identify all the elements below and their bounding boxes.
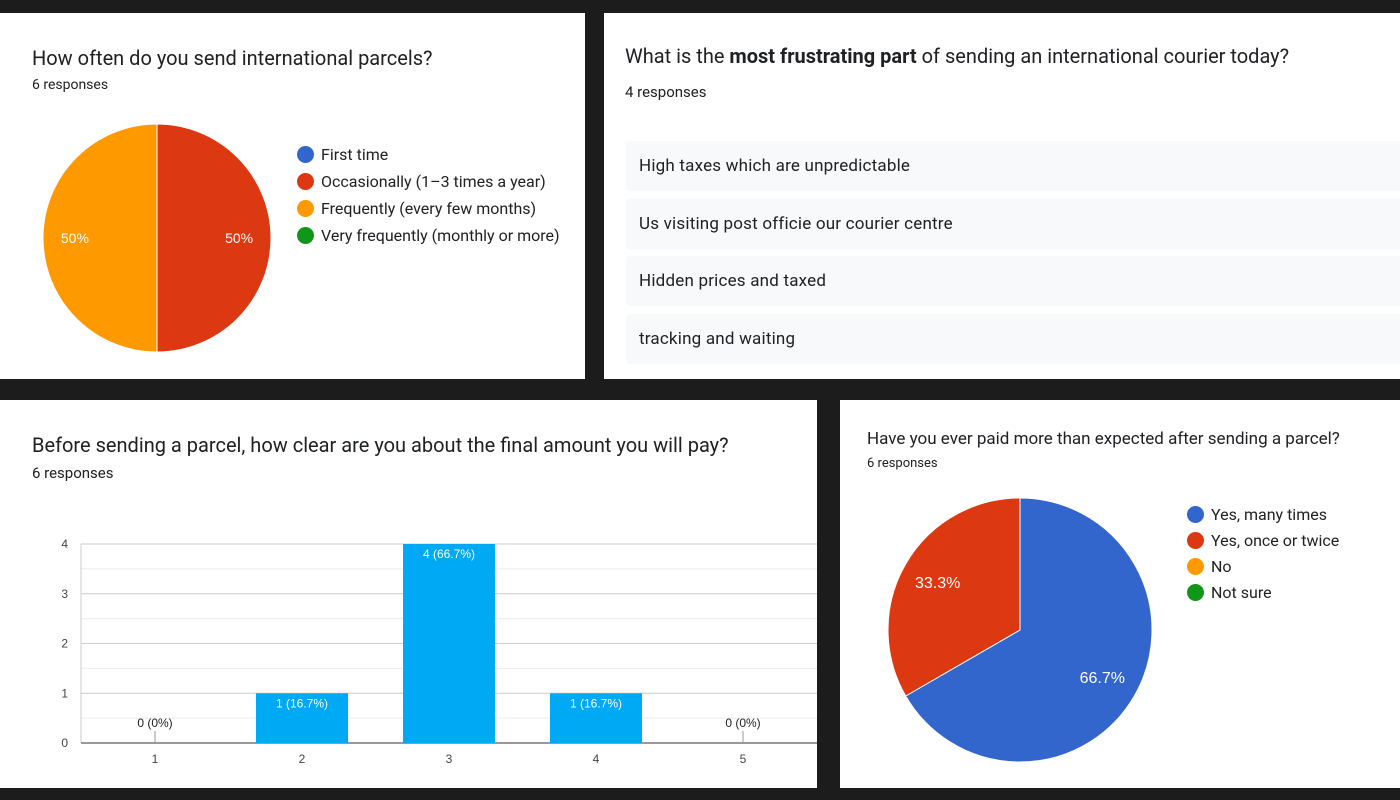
x-tick-label: 1 xyxy=(152,752,159,766)
legend-item: No xyxy=(1187,553,1339,579)
data-label: 4 (66.7%) xyxy=(423,547,475,561)
pie-slice xyxy=(156,123,272,353)
legend-label: Very frequently (monthly or more) xyxy=(321,226,560,245)
bar xyxy=(550,693,642,743)
slice-label: 33.3% xyxy=(915,575,960,592)
legend-label: No xyxy=(1211,556,1232,576)
y-tick-label: 2 xyxy=(61,637,68,651)
legend-item: First time xyxy=(297,141,560,168)
legend-swatch xyxy=(297,227,314,244)
data-label: 0 (0%) xyxy=(137,716,172,730)
panel-frustrating-part: What is the most frustrating part of sen… xyxy=(604,13,1400,379)
x-tick-label: 3 xyxy=(446,752,453,766)
legend-label: First time xyxy=(321,145,389,164)
legend-item: Yes, many times xyxy=(1187,501,1339,527)
bar-chart-clarity: 0 1 2 3 4 1 0 (0%) 2 1 (16.7%) 3 4 (66.7%) 4 1 (16.7… xyxy=(61,537,817,766)
y-tick-label: 4 xyxy=(61,537,68,551)
question-title: How often do you send international parc… xyxy=(32,46,433,70)
response-item: Hidden prices and taxed xyxy=(626,256,1400,306)
title-emphasis: most frustrating part xyxy=(729,44,917,68)
title-prefix: What is the xyxy=(625,44,730,68)
panel-price-clarity: Before sending a parcel, how clear are y… xyxy=(0,400,817,788)
data-label: 1 (16.7%) xyxy=(276,696,328,710)
title-suffix: of sending an international courier toda… xyxy=(916,44,1290,68)
x-tick-label: 4 xyxy=(593,752,600,766)
y-tick-label: 3 xyxy=(61,587,68,601)
response-item: tracking and waiting xyxy=(626,314,1400,364)
legend-swatch xyxy=(1187,505,1204,523)
legend-label: Not sure xyxy=(1211,582,1272,602)
x-tick-label: 2 xyxy=(299,752,306,766)
pie-chart-paid-more: 66.7% 33.3% xyxy=(887,497,1153,763)
pie-slice xyxy=(42,123,158,353)
data-label: 0 (0%) xyxy=(725,716,760,730)
legend-swatch xyxy=(1187,557,1204,575)
y-tick-label: 1 xyxy=(61,686,68,700)
question-title: Before sending a parcel, how clear are y… xyxy=(32,433,729,457)
y-tick-label: 0 xyxy=(61,736,68,750)
legend-label: Yes, once or twice xyxy=(1211,530,1340,550)
legend-paid-more: Yes, many times Yes, once or twice No Not s… xyxy=(1187,501,1339,605)
legend-item: Occasionally (1–3 times a year) xyxy=(297,168,560,195)
question-title: What is the most frustrating part of sen… xyxy=(625,44,1289,68)
slice-label: 50% xyxy=(61,230,89,246)
legend-label: Frequently (every few months) xyxy=(321,199,537,218)
legend-swatch xyxy=(297,200,314,217)
x-tick-label: 5 xyxy=(740,752,747,766)
response-item: Us visiting post officie our courier cen… xyxy=(626,199,1400,249)
legend-label: Yes, many times xyxy=(1211,504,1327,524)
pie-slice xyxy=(905,497,1153,763)
legend-item: Frequently (every few months) xyxy=(297,195,560,222)
pie-chart-frequency: 50% 50% xyxy=(42,123,272,353)
panel-paid-more: Have you ever paid more than expected af… xyxy=(840,400,1400,788)
legend-swatch xyxy=(1187,583,1204,601)
bar xyxy=(403,544,495,743)
bar xyxy=(256,693,348,743)
slice-label: 50% xyxy=(225,230,253,246)
response-item: High taxes which are unpredictable xyxy=(626,141,1400,191)
slice-label: 66.7% xyxy=(1080,670,1125,687)
response-count: 6 responses xyxy=(32,464,114,482)
question-title: Have you ever paid more than expected af… xyxy=(867,429,1340,449)
response-count: 4 responses xyxy=(625,83,707,101)
legend-item: Very frequently (monthly or more) xyxy=(297,222,560,249)
panel-send-frequency: How often do you send international parc… xyxy=(0,13,585,379)
legend-frequency: First time Occasionally (1–3 times a year… xyxy=(297,141,560,249)
data-label: 1 (16.7%) xyxy=(570,696,622,710)
legend-item: Not sure xyxy=(1187,579,1339,605)
pie-slice xyxy=(887,497,1021,697)
response-count: 6 responses xyxy=(867,456,938,471)
legend-item: Yes, once or twice xyxy=(1187,527,1339,553)
legend-swatch xyxy=(1187,531,1204,549)
legend-swatch xyxy=(297,146,314,163)
legend-label: Occasionally (1–3 times a year) xyxy=(321,172,546,191)
response-count: 6 responses xyxy=(32,77,109,93)
legend-swatch xyxy=(297,173,314,190)
